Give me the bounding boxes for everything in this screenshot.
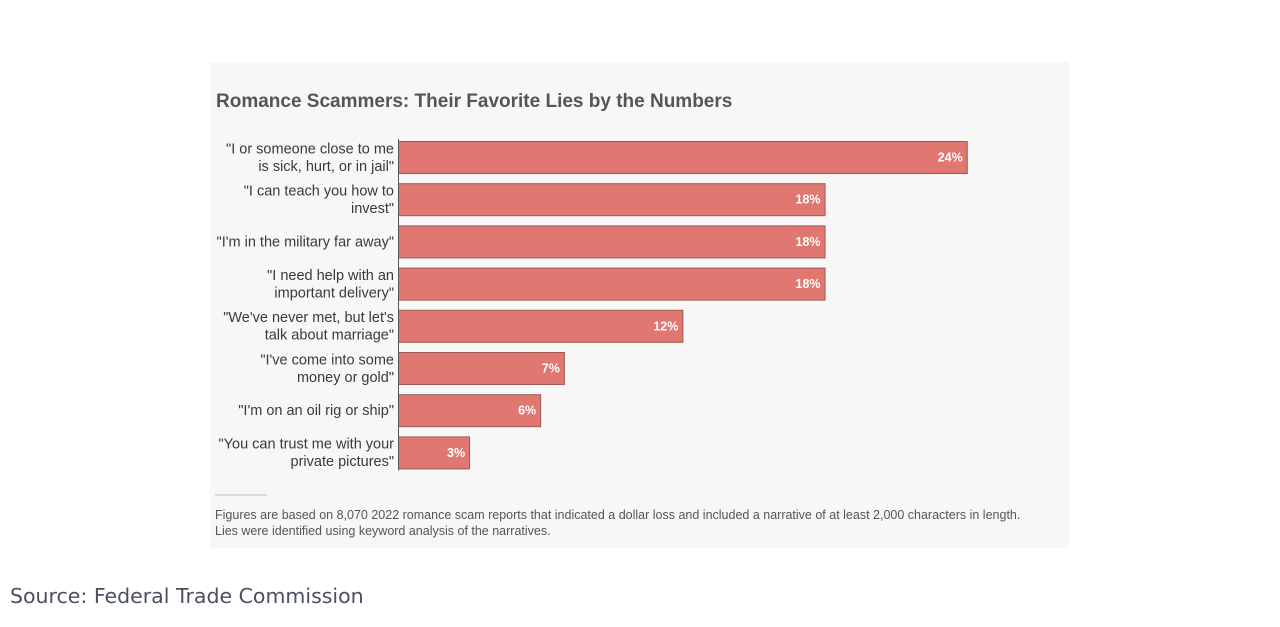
source-credit: Source: Federal Trade Commission [10, 584, 364, 608]
bar-value-label-0: 24% [938, 151, 963, 165]
chart-title: Romance Scammers: Their Favorite Lies by… [216, 91, 732, 112]
bar-value-label-2: 18% [796, 235, 821, 249]
bar-2 [398, 225, 826, 259]
category-label-6: "I'm on an oil rig or ship" [238, 403, 394, 419]
bar-0 [398, 141, 968, 174]
bar-value-label-1: 18% [796, 193, 821, 207]
category-label-1: "I can teach you how to invest" [244, 183, 394, 217]
bar-7 [398, 436, 471, 470]
bar-5 [398, 352, 565, 385]
bar-value-label-3: 18% [796, 277, 821, 291]
category-label-0: "I or someone close to me is sick, hurt, … [226, 141, 394, 175]
bar-value-label-5: 7% [542, 362, 560, 376]
bar-3 [398, 267, 826, 301]
bar-1 [398, 183, 826, 217]
footnote-line-2: Lies were identified using keyword analy… [215, 524, 551, 538]
bar-value-label-7: 3% [447, 446, 465, 460]
footnote-line-1: Figures are based on 8,070 2022 romance … [215, 508, 1020, 522]
category-label-5: "I've come into some money or gold" [260, 352, 394, 386]
category-label-3: "I need help with an important delivery" [267, 268, 394, 302]
bars-group: 24% "I or someone close to me is sick, hur… [217, 139, 968, 471]
bar-value-label-6: 6% [518, 404, 536, 418]
bar-4 [398, 309, 684, 343]
category-label-7: "You can trust me with your private pictu… [219, 437, 395, 471]
bar-value-label-4: 12% [653, 319, 678, 333]
category-label-2: "I'm in the military far away" [217, 234, 394, 250]
category-label-4: "We've never met, but let's talk about ma… [223, 310, 394, 344]
bar-6 [398, 394, 542, 428]
